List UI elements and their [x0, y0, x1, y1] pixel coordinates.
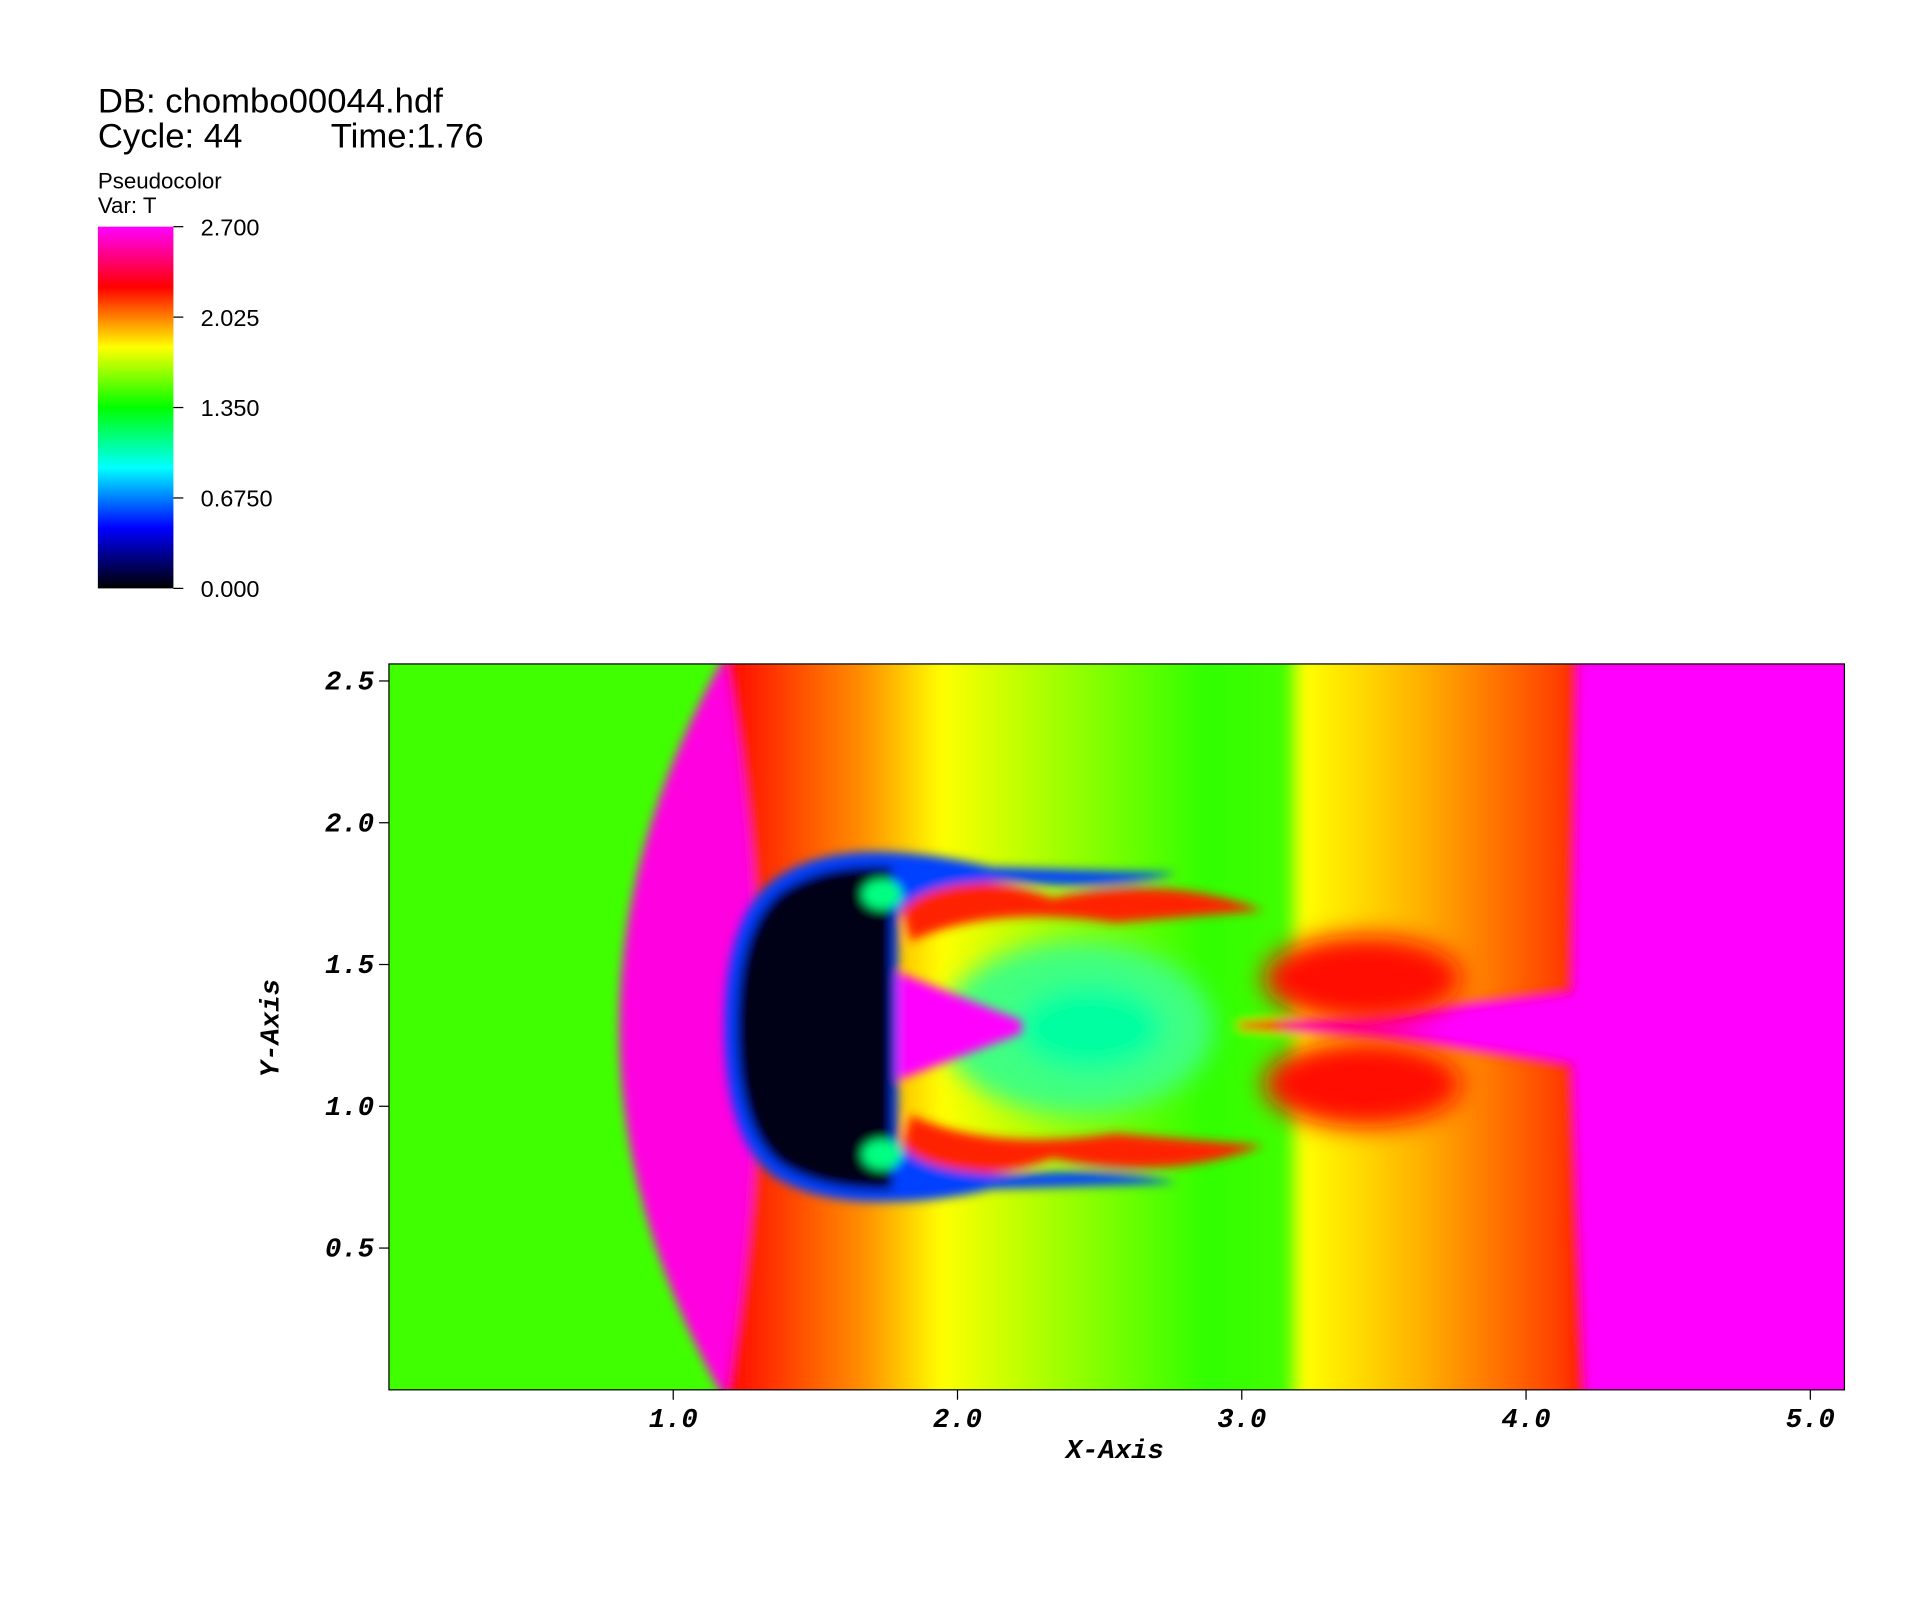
- y-tick-label: 2.5: [325, 668, 374, 699]
- x-tick-label: 2.0: [933, 1405, 982, 1436]
- colorbar-tick-label: 0.000: [201, 576, 260, 602]
- y-tick-label: 1.0: [325, 1093, 374, 1124]
- x-tick-label: 3.0: [1217, 1405, 1266, 1436]
- y-tick-label: 1.5: [325, 951, 374, 982]
- y-axis-title: Y-Axis: [257, 979, 288, 1077]
- plot-type-label: Pseudocolor: [98, 168, 222, 193]
- y-tick-label: 2.0: [325, 809, 374, 840]
- variable-label: Var: T: [98, 193, 157, 218]
- colorbar-tick-label: 0.6750: [201, 486, 273, 512]
- x-tick-label: 5.0: [1786, 1405, 1835, 1436]
- colorbar-tick-label: 2.025: [201, 305, 260, 331]
- x-tick-label: 4.0: [1502, 1405, 1551, 1436]
- field: [388, 663, 1845, 1390]
- colorbar-tick-label: 2.700: [201, 214, 260, 240]
- colorbar: [97, 226, 174, 589]
- plot-frame: [388, 663, 1846, 1391]
- time-label: Time:1.76: [331, 117, 484, 155]
- database-label: DB: chombo00044.hdf: [98, 83, 443, 121]
- colorbar-tick-label: 1.350: [201, 395, 260, 421]
- cycle-label: Cycle: 44: [98, 117, 243, 155]
- y-tick-label: 0.5: [325, 1235, 374, 1266]
- x-axis-title: X-Axis: [1064, 1436, 1164, 1467]
- x-tick-label: 1.0: [649, 1405, 698, 1436]
